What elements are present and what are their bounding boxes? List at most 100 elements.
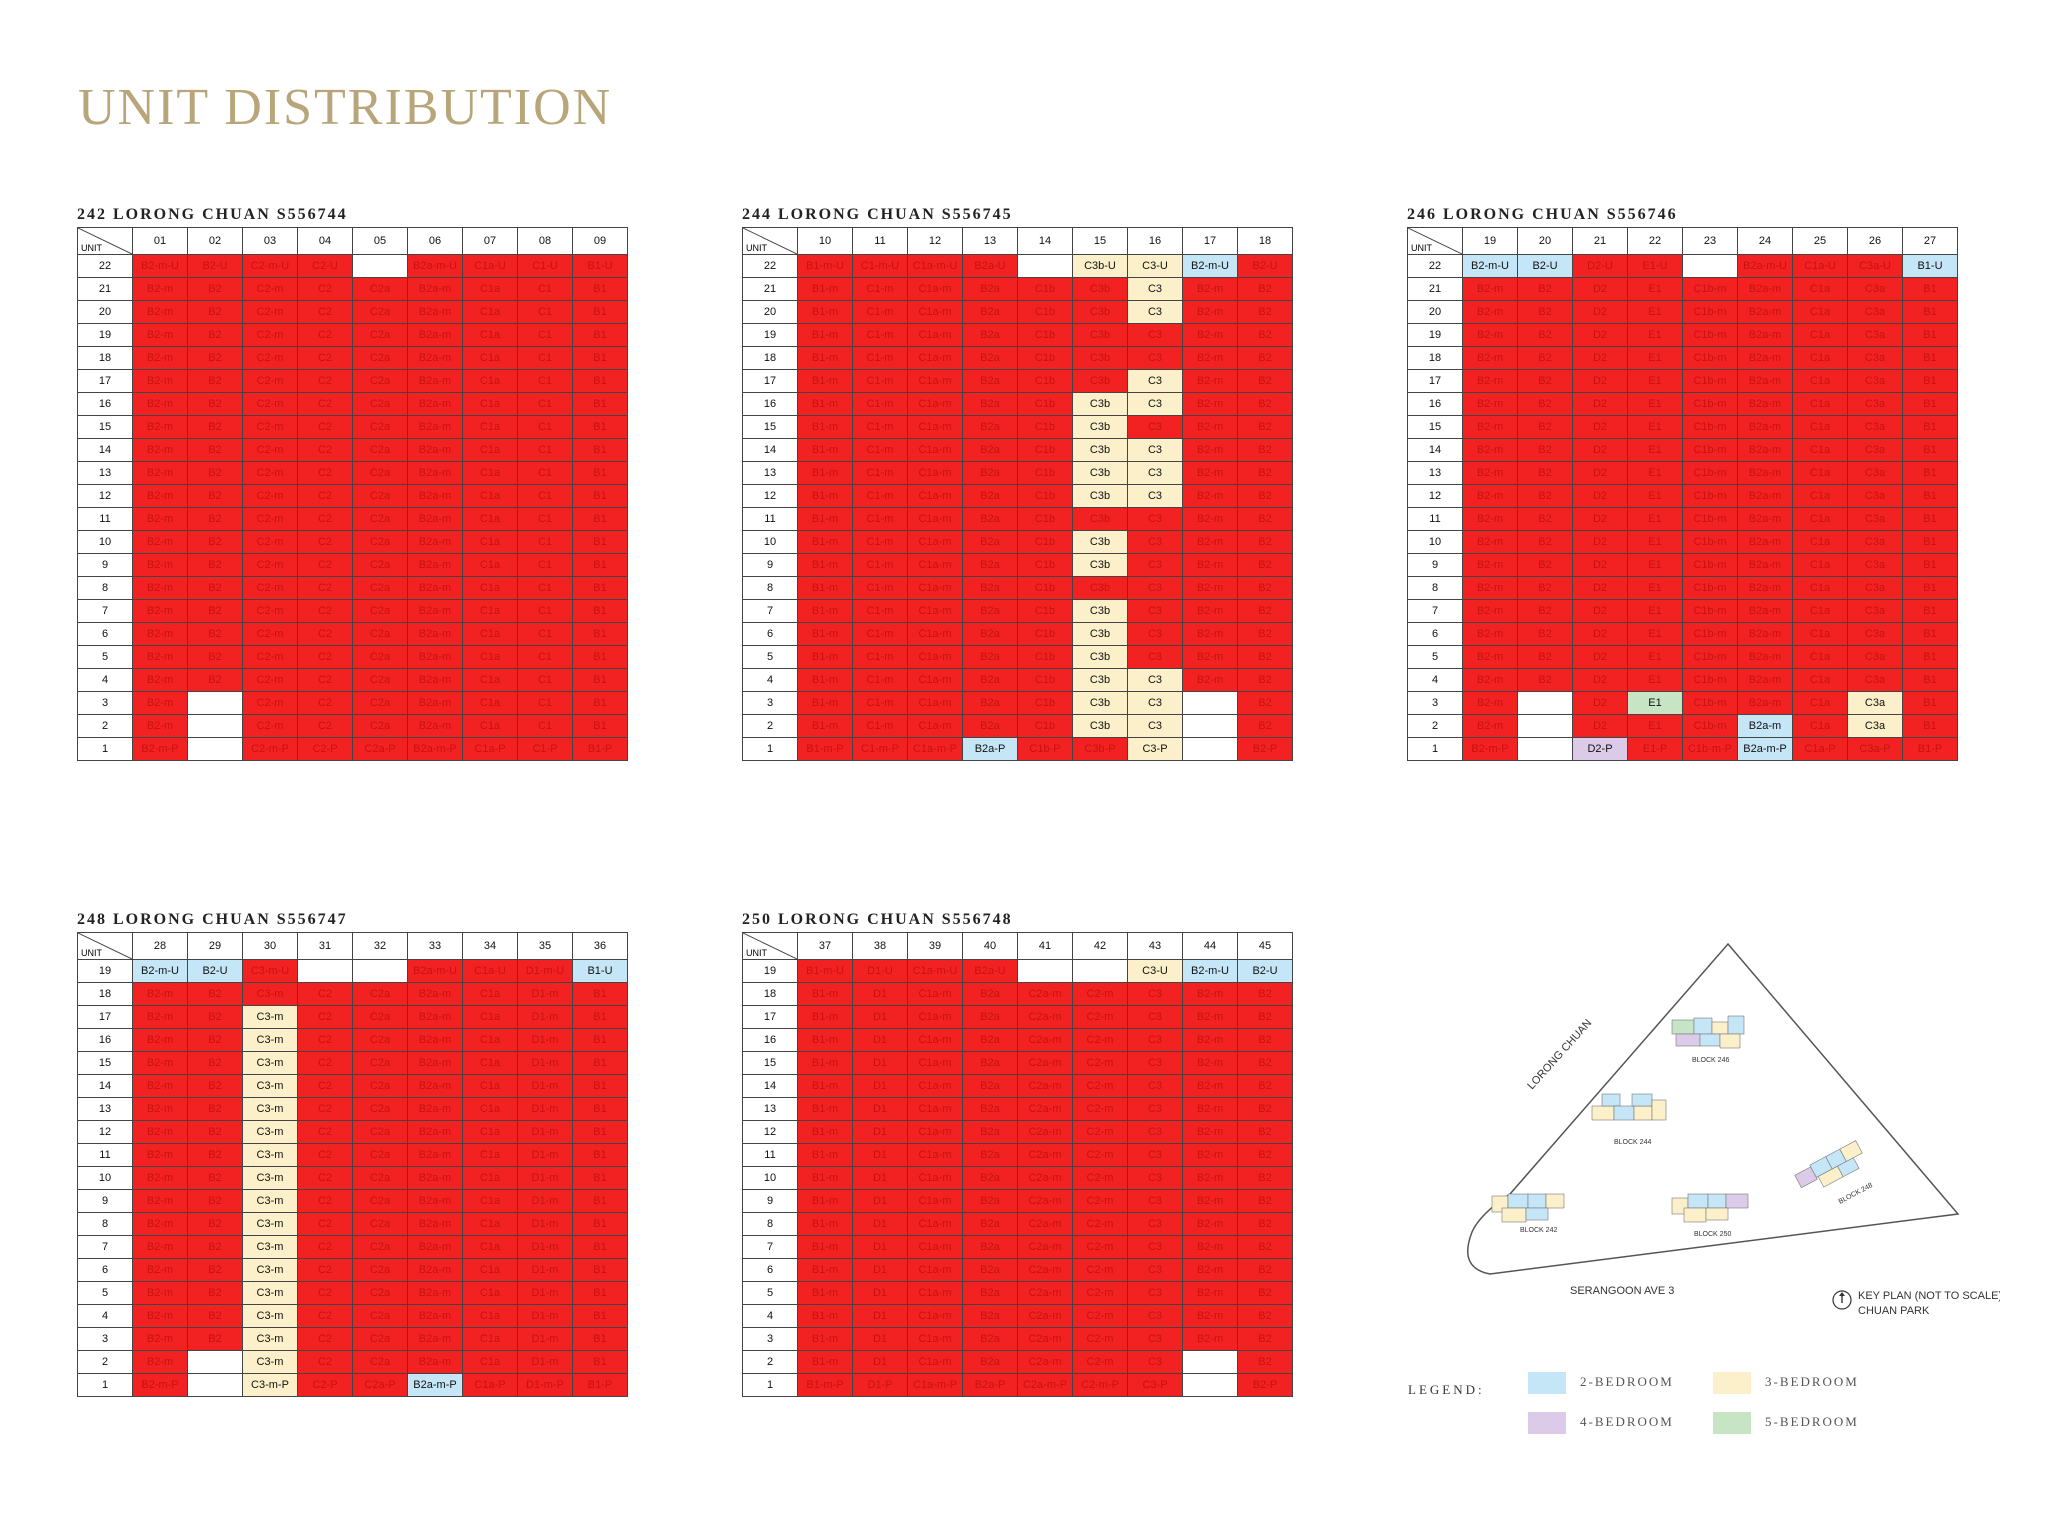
corner-label: UNIT (746, 243, 767, 253)
table-row: 9 B2-m B2 D2 E1 C1b-m B2a-m C1a C3a B1 (1407, 553, 1958, 577)
unit-cell: C3 (1127, 622, 1183, 646)
unit-cell: B2-m (132, 461, 188, 485)
unit-cell: B2a-m (1737, 622, 1793, 646)
unit-cell: C3a (1847, 346, 1903, 370)
unit-cell: B2a-m (407, 300, 463, 324)
unit-cell: B2a-m (1737, 668, 1793, 692)
unit-cell: B2a-m (1737, 599, 1793, 623)
unit-cell: B1-P (1902, 737, 1958, 761)
unit-cell: C1 (517, 300, 573, 324)
unit-cell: B2a-m (407, 277, 463, 301)
unit-cell: C3-m (242, 1120, 298, 1144)
unit-cell: C2a-m (1017, 1074, 1073, 1098)
unit-cell: C1b (1017, 599, 1073, 623)
legend-swatch (1713, 1372, 1751, 1394)
unit-cell: B1 (572, 1143, 628, 1167)
unit-cell: B2 (187, 277, 243, 301)
unit-cell: B1-m (797, 323, 853, 347)
floor-label: 20 (742, 300, 798, 324)
unit-cell: C2 (297, 1327, 353, 1351)
unit-cell: B2a-m (407, 1074, 463, 1098)
unit-cell: C1a-m (907, 415, 963, 439)
unit-cell: B2-m (1182, 346, 1238, 370)
unit-cell: B1-m (797, 1212, 853, 1236)
unit-cell: B2a (962, 369, 1018, 393)
legend-label: 3-BEDROOM (1765, 1373, 1859, 1389)
unit-cell: B2-m (1462, 668, 1518, 692)
empty-cell (1182, 1350, 1238, 1374)
unit-cell: C3-m (242, 1212, 298, 1236)
unit-cell: C1b-m (1682, 576, 1738, 600)
unit-cell: C2a (352, 714, 408, 738)
unit-cell: B2a-m (1737, 392, 1793, 416)
unit-cell: C3b (1072, 461, 1128, 485)
unit-cell: B1-m (797, 668, 853, 692)
unit-cell: C1a (1792, 484, 1848, 508)
legend-title: LEGEND: (1408, 1382, 1485, 1397)
unit-cell: D1 (852, 1166, 908, 1190)
unit-cell: C1-m (852, 714, 908, 738)
unit-cell: C2a-P (352, 1373, 408, 1397)
unit-cell: C2 (297, 300, 353, 324)
unit-cell: C3a (1847, 277, 1903, 301)
unit-cell: C1a-m (907, 323, 963, 347)
unit-cell: C2-m (242, 415, 298, 439)
unit-cell: C1a (462, 461, 518, 485)
unit-column-header: 37 (797, 932, 853, 960)
unit-cell: C3b (1072, 438, 1128, 462)
floor-label: 4 (1407, 668, 1463, 692)
unit-cell: C2a-P (352, 737, 408, 761)
unit-cell: B2-m (1462, 553, 1518, 577)
unit-cell: B2 (1517, 346, 1573, 370)
floor-label: 20 (1407, 300, 1463, 324)
unit-column-header: 44 (1182, 932, 1238, 960)
empty-cell (1017, 254, 1073, 278)
unit-cell: B2-m (132, 1005, 188, 1029)
unit-cell: B2-m (132, 1166, 188, 1190)
unit-cell: C2-m (242, 300, 298, 324)
floor-label: 3 (742, 691, 798, 715)
unit-cell: B2-U (1517, 254, 1573, 278)
unit-cell: C2a (352, 1304, 408, 1328)
unit-cell: B2a (962, 1258, 1018, 1282)
unit-cell: B1 (572, 1212, 628, 1236)
unit-cell: B2 (1517, 323, 1573, 347)
unit-cell: B2 (1237, 277, 1293, 301)
unit-cell: D1-m (517, 1304, 573, 1328)
unit-cell: D1 (852, 1143, 908, 1167)
unit-cell: C3-U (1127, 959, 1183, 983)
unit-cell: C2a (352, 691, 408, 715)
unit-cell: B1-m (797, 277, 853, 301)
unit-cell: C1a (1792, 576, 1848, 600)
unit-cell: C3 (1127, 1166, 1183, 1190)
unit-cell: C2a (352, 1028, 408, 1052)
unit-cell: B2a-m-P (1737, 737, 1793, 761)
unit-cell: C1a (462, 1235, 518, 1259)
unit-cell: C3a-U (1847, 254, 1903, 278)
table-row: 15 B1-m D1 C1a-m B2a C2a-m C2-m C3 B2-m B2 (742, 1051, 1293, 1075)
unit-cell: C1a-m (907, 438, 963, 462)
unit-cell: C1-m (852, 346, 908, 370)
unit-cell: B2a-m (407, 1166, 463, 1190)
table-row: 12 B2-m B2 C2-m C2 C2a B2a-m C1a C1 B1 (77, 484, 628, 508)
unit-cell: C1 (517, 415, 573, 439)
unit-cell: C3b (1072, 369, 1128, 393)
unit-cell: C2a-m (1017, 1028, 1073, 1052)
corner-cell: UNIT (742, 227, 798, 255)
unit-cell: B1-m (797, 346, 853, 370)
unit-cell: C2 (297, 691, 353, 715)
unit-cell: D2 (1572, 277, 1628, 301)
unit-cell: C3 (1127, 1212, 1183, 1236)
unit-cell: C3-m (242, 1281, 298, 1305)
unit-cell: C1a-U (462, 254, 518, 278)
unit-cell: C3b-U (1072, 254, 1128, 278)
unit-cell: B2-m (1182, 484, 1238, 508)
floor-label: 19 (77, 959, 133, 983)
unit-cell: C3b (1072, 668, 1128, 692)
unit-cell: C3 (1127, 323, 1183, 347)
floor-label: 12 (77, 1120, 133, 1144)
unit-cell: C2 (297, 346, 353, 370)
floor-label: 22 (1407, 254, 1463, 278)
floor-label: 1 (742, 1373, 798, 1397)
unit-cell: C1-U (517, 254, 573, 278)
